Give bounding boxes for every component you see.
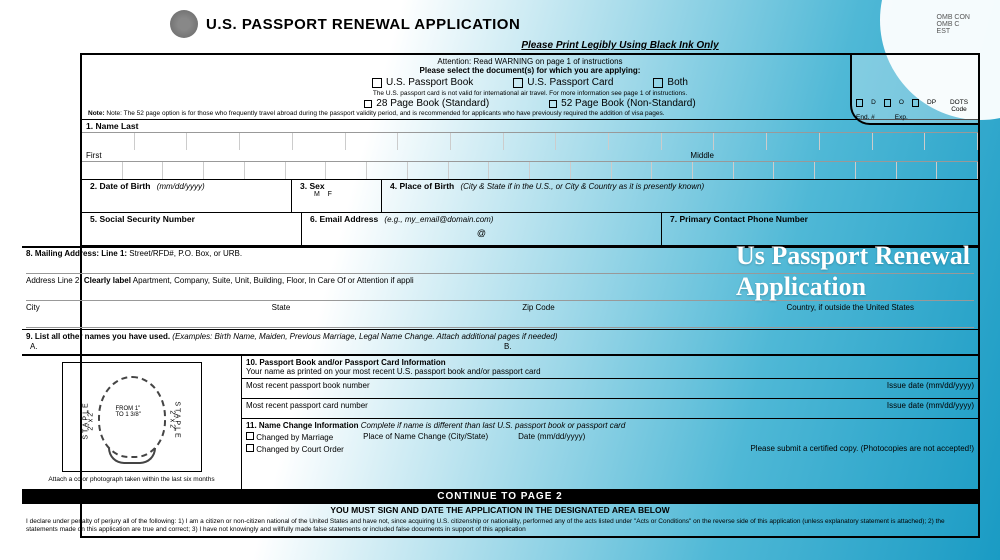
- head-outline-icon: FROM 1" TO 1 3/8": [98, 376, 166, 458]
- input-first-middle[interactable]: [82, 161, 978, 179]
- checkbox-passport-book[interactable]: [372, 78, 382, 88]
- attention-line1: Attention: Read WARNING on page 1 of ins…: [84, 57, 976, 66]
- doc-type-row: U.S. Passport Book U.S. Passport Card Bo…: [84, 77, 976, 88]
- form-title: U.S. PASSPORT RENEWAL APPLICATION: [206, 16, 520, 33]
- omb-codes: OMB CON OMB C EST: [937, 14, 970, 35]
- section-other-names: 9. List all other names you have used. (…: [22, 330, 978, 355]
- input-city-state-zip[interactable]: [26, 314, 974, 328]
- declaration-text: I declare under penalty of perjury all o…: [22, 516, 978, 536]
- sign-instruction: YOU MUST SIGN AND DATE THE APPLICATION I…: [22, 504, 978, 516]
- checkbox-marriage[interactable]: [246, 432, 254, 440]
- form-header: U.S. PASSPORT RENEWAL APPLICATION OMB CO…: [80, 8, 980, 40]
- input-last-name[interactable]: [82, 132, 978, 150]
- photo-and-passport-info: STAPLE STAPLE 2" x 2" 2" x 2" FROM 1" TO…: [22, 355, 978, 489]
- page-type-row: 28 Page Book (Standard) 52 Page Book (No…: [84, 98, 976, 109]
- passport-info-section: 10. Passport Book and/or Passport Card I…: [242, 356, 978, 489]
- attention-line2: Please select the document(s) for which …: [84, 66, 976, 75]
- page-note: Note: Note: The 52 page option is for th…: [84, 110, 976, 117]
- checkbox-o[interactable]: [884, 99, 891, 107]
- checkbox-both[interactable]: [653, 78, 663, 88]
- photo-attachment-area: STAPLE STAPLE 2" x 2" 2" x 2" FROM 1" TO…: [22, 356, 242, 489]
- checkbox-passport-card[interactable]: [513, 78, 523, 88]
- checkbox-28page[interactable]: [364, 100, 372, 108]
- official-use-box: D O DP DOTS Code End. #Exp.: [850, 53, 980, 125]
- card-note: The U.S. passport card is not valid for …: [84, 90, 976, 97]
- checkbox-d[interactable]: [856, 99, 863, 107]
- row-dob-sex-pob: 2. Date of Birth (mm/dd/yyyy) 3. SexM F …: [82, 180, 978, 213]
- photo-frame: STAPLE STAPLE 2" x 2" 2" x 2" FROM 1" TO…: [62, 362, 202, 472]
- dimension-right: 2" x 2": [169, 410, 176, 430]
- form-subtitle: Please Print Legibly Using Black Ink Onl…: [260, 40, 980, 51]
- us-seal-icon: [170, 10, 198, 38]
- checkbox-dp[interactable]: [912, 99, 919, 107]
- section-name: 1. Name Last FirstMiddle: [82, 120, 978, 180]
- attention-section: D O DP DOTS Code End. #Exp. Attention: R…: [82, 55, 978, 120]
- checkbox-court[interactable]: [246, 444, 254, 452]
- photo-caption: Attach a color photograph taken within t…: [48, 476, 214, 483]
- checkbox-52page[interactable]: [549, 100, 557, 108]
- overlay-heading: Us Passport Renewal Application: [736, 240, 970, 302]
- continue-bar: CONTINUE TO PAGE 2: [22, 489, 978, 504]
- dimension-left: 2" x 2": [87, 410, 94, 430]
